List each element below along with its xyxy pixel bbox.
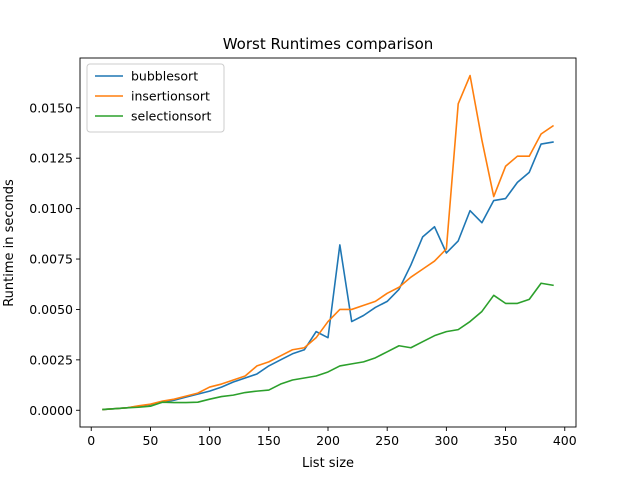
x-tick-label: 50 [142,433,158,448]
legend-box [86,63,225,133]
x-tick-label: 400 [553,433,577,448]
y-tick-label: 0.0100 [29,201,73,216]
x-tick-label: 250 [375,433,399,448]
legend-label-insertionsort: insertionsort [131,89,210,104]
series-line-selectionsort [102,282,554,411]
y-tick-label: 0.0025 [29,352,73,367]
series-line-insertionsort [102,74,555,411]
series-line-bubblesort [102,141,554,411]
x-tick-label: 350 [494,433,518,448]
x-tick-label: 200 [316,433,340,448]
legend-label-selectionsort: selectionsort [131,109,211,124]
x-tick-label: 100 [198,433,222,448]
y-tick-label: 0.0000 [29,403,73,418]
x-tick-label: 0 [87,433,95,448]
series-layer [102,74,555,411]
y-tick-label: 0.0075 [29,252,73,267]
chart-title: Worst Runtimes comparison [223,35,434,53]
x-axis-label: List size [302,456,354,471]
x-tick-label: 300 [434,433,458,448]
y-tick-label: 0.0150 [29,100,73,115]
y-tick-label: 0.0125 [29,151,73,166]
y-tick-label: 0.0050 [29,302,73,317]
axes-layer: 0 50 100 150 200 250 300 350 400 0.0000 0.0025 0.00… [29,57,577,448]
legend-label-bubblesort: bubblesort [131,69,198,84]
y-axis-label: Runtime in seconds [2,179,17,307]
legend: bubblesort insertionsort selectionsort [86,63,225,133]
x-tick-label: 150 [257,433,281,448]
